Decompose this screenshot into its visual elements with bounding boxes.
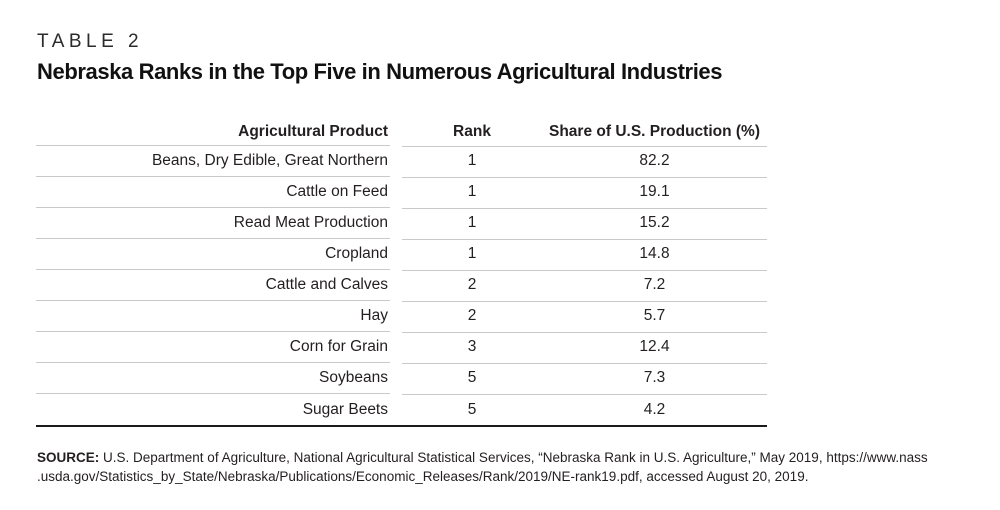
row-seg-right: 1 82.2 [402, 146, 767, 178]
cell-share: 19.1 [639, 183, 670, 200]
column-gap [390, 146, 402, 177]
table-row: Beans, Dry Edible, Great Northern 1 82.2 [36, 146, 767, 178]
cell-product: Corn for Grain [36, 332, 390, 363]
column-gap [390, 270, 402, 301]
cell-share: 7.2 [643, 276, 666, 293]
table-row: Corn for Grain 3 12.4 [36, 332, 767, 364]
table-row: Cattle on Feed 1 19.1 [36, 177, 767, 209]
cell-product: Sugar Beets [302, 400, 388, 418]
column-gap [390, 301, 402, 332]
table-row: Read Meat Production 1 15.2 [36, 208, 767, 240]
cell-rank: 1 [467, 152, 477, 169]
column-gap [390, 363, 402, 394]
cell-share: 7.3 [643, 369, 666, 386]
table-row: Sugar Beets 5 4.2 [36, 394, 767, 425]
cell-rank: 5 [467, 400, 477, 418]
cell-product: Beans, Dry Edible, Great Northern [36, 146, 390, 177]
table-bottom-rule [36, 425, 767, 427]
column-gap [390, 208, 402, 239]
source-label: SOURCE: [37, 450, 100, 465]
header-seg-right: Rank Share of U.S. Production (%) [402, 118, 767, 147]
table-header-row: Agricultural Product Rank Share of U.S. … [36, 118, 767, 147]
cell-rank: 2 [467, 276, 477, 293]
cell-rank: 1 [467, 183, 477, 200]
cell-product: Cropland [36, 239, 390, 270]
source-text-line2: .usda.gov/Statistics_by_State/Nebraska/P… [37, 469, 809, 484]
header-cell-rank: Rank [453, 122, 491, 140]
cell-rank: 2 [467, 307, 477, 324]
column-gap [390, 177, 402, 208]
source-note: SOURCE: U.S. Department of Agriculture, … [37, 448, 977, 486]
column-gap [390, 332, 402, 363]
cell-rank: 3 [467, 338, 477, 355]
table-title: Nebraska Ranks in the Top Five in Numero… [37, 59, 723, 84]
cell-rank: 1 [467, 214, 477, 231]
column-gap [390, 394, 402, 425]
row-seg-right: 1 19.1 [402, 177, 767, 209]
cell-product: Soybeans [36, 363, 390, 394]
cell-share: 14.8 [639, 245, 670, 262]
row-seg-right: 2 7.2 [402, 270, 767, 302]
table-row: Cattle and Calves 2 7.2 [36, 270, 767, 302]
cell-rank: 1 [467, 245, 477, 262]
source-text-line1: U.S. Department of Agriculture, National… [99, 450, 928, 465]
row-seg-right: 5 4.2 [402, 394, 767, 425]
row-seg-right: 1 15.2 [402, 208, 767, 240]
cell-rank: 5 [467, 369, 477, 386]
cell-share: 82.2 [639, 152, 670, 169]
cell-product: Hay [36, 301, 390, 332]
row-seg-right: 2 5.7 [402, 301, 767, 333]
cell-share: 5.7 [643, 307, 666, 324]
row-seg-right: 1 14.8 [402, 239, 767, 271]
table-row: Soybeans 5 7.3 [36, 363, 767, 395]
column-gap [390, 118, 402, 146]
table-row: Hay 2 5.7 [36, 301, 767, 333]
table-row: Cropland 1 14.8 [36, 239, 767, 271]
cell-product: Read Meat Production [36, 208, 390, 239]
cell-share: 12.4 [639, 338, 670, 355]
header-cell-share: Share of U.S. Production (%) [549, 122, 760, 140]
cell-product: Cattle and Calves [36, 270, 390, 301]
table-label: TABLE 2 [37, 31, 144, 52]
cell-product: Cattle on Feed [36, 177, 390, 208]
header-cell-product: Agricultural Product [36, 118, 390, 146]
cell-share: 4.2 [643, 400, 666, 418]
column-gap [390, 239, 402, 270]
row-seg-right: 3 12.4 [402, 332, 767, 364]
row-seg-right: 5 7.3 [402, 363, 767, 395]
cell-share: 15.2 [639, 214, 670, 231]
data-table: Agricultural Product Rank Share of U.S. … [36, 118, 767, 427]
